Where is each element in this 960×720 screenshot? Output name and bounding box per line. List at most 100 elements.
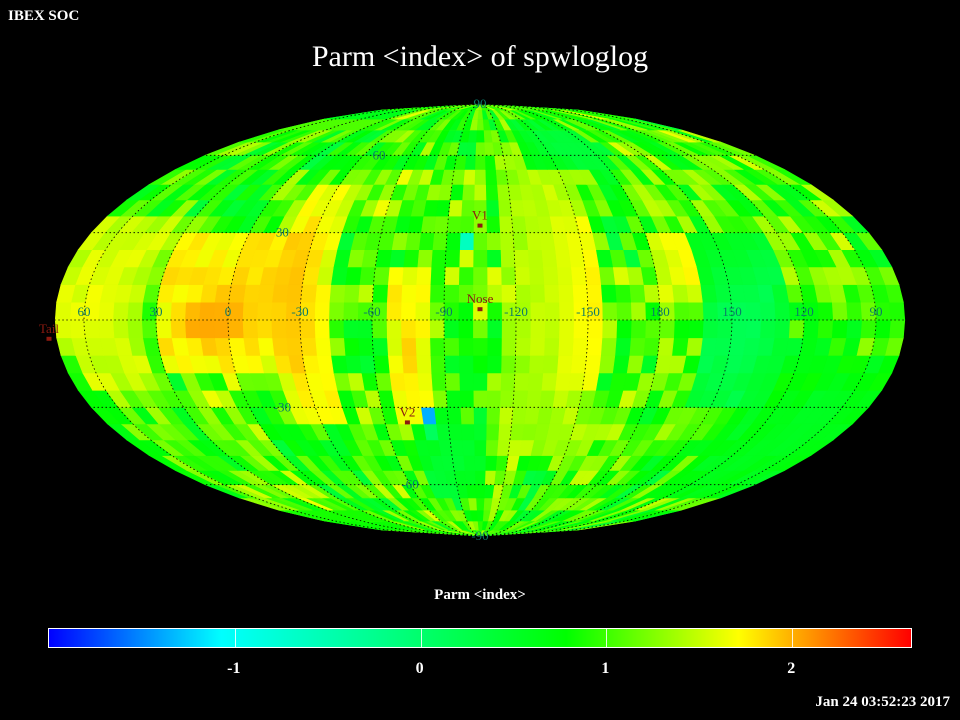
- map-cell: [401, 266, 418, 285]
- map-cell: [874, 319, 891, 339]
- map-cell: [462, 169, 476, 185]
- map-cell: [499, 389, 515, 408]
- map-cell: [543, 337, 560, 356]
- tail-label: Tail: [39, 321, 59, 336]
- map-cell: [328, 319, 345, 339]
- map-cell: [285, 319, 301, 339]
- map-cell: [328, 284, 346, 303]
- map-cell: [486, 389, 501, 408]
- map-cell: [358, 355, 376, 374]
- map-cell: [773, 301, 790, 321]
- map-cell: [314, 301, 330, 321]
- map-cell: [344, 355, 362, 374]
- map-cell: [416, 249, 433, 268]
- map-cell: [556, 355, 573, 374]
- map-cell: [601, 301, 618, 321]
- longitude-label: -60: [363, 304, 380, 319]
- map-cell: [773, 319, 790, 339]
- map-cell: [431, 232, 448, 250]
- map-cell: [400, 301, 416, 321]
- map-cell: [509, 423, 525, 441]
- map-cell: [572, 319, 589, 339]
- map-cell: [184, 319, 201, 339]
- map-cell: [371, 319, 388, 339]
- map-cell: [228, 284, 246, 303]
- map-cell: [464, 470, 476, 486]
- map-cell: [299, 319, 316, 339]
- colorbar-tick-label: 2: [787, 660, 796, 677]
- map-cell: [98, 301, 115, 321]
- map-cell: [612, 266, 630, 285]
- map-cell: [300, 337, 317, 356]
- map-cell: [415, 284, 431, 303]
- map-cell: [699, 284, 718, 303]
- longitude-label: 60: [78, 304, 91, 319]
- map-cell: [888, 301, 906, 321]
- map-cell: [388, 372, 406, 391]
- map-cell: [421, 104, 481, 111]
- map-cell: [529, 337, 545, 356]
- map-cell: [387, 355, 404, 374]
- map-cell: [515, 319, 531, 339]
- map-cell: [386, 337, 403, 356]
- v2-marker: [404, 420, 410, 425]
- map-cell: [474, 169, 486, 185]
- map-cell: [484, 455, 498, 471]
- graticule: [48, 104, 912, 536]
- map-cell: [357, 319, 373, 339]
- map-cell: [198, 301, 215, 321]
- map-cell: [473, 406, 487, 425]
- map-cell: [472, 319, 488, 339]
- map-cell: [485, 439, 499, 456]
- map-cell: [714, 337, 732, 356]
- map-cell: [461, 439, 475, 456]
- map-cell: [474, 470, 486, 486]
- map-cell: [485, 423, 500, 441]
- map-cell: [328, 337, 346, 356]
- colorbar-tick: [234, 629, 236, 647]
- map-cell: [486, 355, 502, 374]
- map-cell: [430, 372, 447, 391]
- map-cell: [386, 301, 402, 321]
- meridian-line: [155, 104, 481, 536]
- map-cell: [538, 389, 556, 408]
- map-cell: [344, 266, 362, 285]
- map-cell: [155, 319, 172, 339]
- map-cell: [512, 232, 529, 250]
- map-cell: [486, 319, 502, 339]
- map-cell: [500, 284, 517, 303]
- map-cell: [458, 355, 474, 374]
- map-cell: [357, 337, 374, 356]
- map-cell: [529, 284, 545, 303]
- map-cell: [499, 232, 515, 250]
- map-cell: [458, 266, 474, 285]
- map-cell: [485, 215, 501, 233]
- map-cell: [845, 301, 862, 321]
- map-cell: [614, 337, 632, 356]
- map-cell: [112, 301, 129, 321]
- map-cell: [402, 372, 420, 391]
- map-cell: [458, 249, 474, 268]
- map-cell: [213, 319, 230, 339]
- map-cell: [507, 184, 523, 201]
- longitude-label: 90: [870, 304, 883, 319]
- longitude-label: 120: [794, 304, 814, 319]
- map-cell: [227, 319, 244, 339]
- latitude-label: -30: [274, 399, 291, 414]
- map-cell: [557, 337, 574, 356]
- map-cell: [473, 423, 487, 441]
- map-cell: [472, 355, 488, 374]
- colorbar: [48, 628, 912, 648]
- map-cell: [270, 301, 287, 321]
- map-cell: [630, 301, 646, 321]
- map-cell: [472, 232, 488, 250]
- map-cell: [496, 439, 511, 456]
- map-cell: [472, 249, 488, 268]
- map-cell: [472, 372, 488, 391]
- map-cell: [685, 284, 703, 303]
- map-cell: [444, 372, 460, 391]
- map-cell: [357, 284, 374, 303]
- map-markers: V1 Nose V2 Tail: [39, 208, 494, 425]
- v1-label: V1: [472, 208, 488, 223]
- longitude-label: 180: [650, 304, 670, 319]
